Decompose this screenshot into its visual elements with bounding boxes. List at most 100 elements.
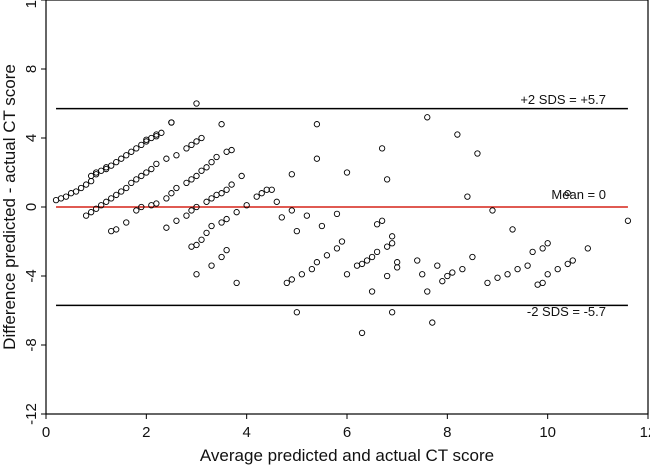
data-point [208,262,215,269]
data-point [298,271,305,278]
data-point [544,271,551,278]
data-point [223,215,230,223]
data-point [383,243,391,250]
y-tick-label: -12 [23,403,40,425]
data-point [143,169,150,176]
data-point [313,121,321,128]
data-point [153,200,160,207]
data-point [108,162,115,169]
data-point [93,171,100,178]
data-point [203,198,210,205]
data-point [193,241,200,249]
data-point [153,133,160,140]
data-point [424,288,431,295]
lower-limit-label: -2 SDS = -5.7 [527,304,606,319]
data-point [143,138,150,145]
data-point [193,172,200,180]
data-point [569,257,576,264]
data-point [378,217,386,224]
data-point [118,188,125,195]
data-point [168,190,175,197]
data-point [429,319,436,326]
data-point [373,248,381,256]
data-point [449,269,456,276]
data-point [103,165,110,173]
data-point [454,131,461,138]
data-point [133,145,140,152]
data-point [173,184,180,192]
data-point [133,176,140,183]
data-point [439,278,446,285]
data-point [183,179,190,187]
data-point [163,195,170,202]
data-point [198,134,205,142]
data-point [173,217,180,224]
data-point [88,177,95,185]
data-point [394,264,401,271]
data-point [103,198,110,205]
data-point [464,193,471,200]
data-point [108,195,115,202]
mean-label: Mean = 0 [551,187,606,202]
data-point [474,150,481,157]
data-point [529,248,536,256]
data-point [268,186,275,193]
data-point [293,309,300,316]
data-point [484,279,491,287]
data-point [444,272,451,280]
data-point [288,276,295,283]
y-tick-label: 0 [23,203,40,211]
data-point [288,171,295,178]
x-axis: 0 2 4 6 8 10 12 [42,414,650,441]
data-point [163,155,170,162]
data-point [218,190,225,197]
data-point [228,146,235,154]
data-point [469,253,476,261]
data-point [183,212,190,219]
data-point [113,191,120,199]
data-point [123,152,130,159]
data-point [238,172,245,180]
data-point [539,279,546,287]
data-point [118,155,125,162]
data-point [98,202,105,209]
data-point [308,265,316,273]
data-points [52,100,632,337]
y-axis: -12 -8 -4 0 4 8 12 [23,0,46,425]
x-tick-label: 8 [443,424,451,441]
data-point [544,240,551,247]
data-point [138,141,145,149]
x-tick-label: 6 [343,424,351,441]
data-point [128,148,135,155]
data-point [383,272,391,280]
data-point [414,257,421,264]
data-point [343,169,351,176]
data-point [233,209,240,216]
y-tick-label: 8 [23,65,40,73]
x-tick-label: 0 [42,424,50,441]
data-point [253,193,260,200]
data-point [313,155,321,162]
data-point [564,260,571,268]
data-point [434,262,441,269]
data-point [223,186,230,193]
data-point [193,138,200,145]
data-point [273,198,280,205]
data-point [419,271,426,278]
data-point [213,153,220,161]
x-tick-label: 4 [242,424,250,441]
y-tick-label: 4 [23,134,40,142]
data-point [258,190,265,197]
data-point [388,240,396,247]
data-point [228,181,235,188]
data-point [333,210,341,218]
y-tick-label: -4 [23,269,40,282]
y-tick-label: 12 [23,0,40,8]
data-point [188,176,195,183]
data-point [303,212,311,219]
data-point [128,179,135,187]
data-point [193,203,200,211]
data-point [188,207,195,214]
data-point [383,176,391,183]
data-point [138,203,145,211]
